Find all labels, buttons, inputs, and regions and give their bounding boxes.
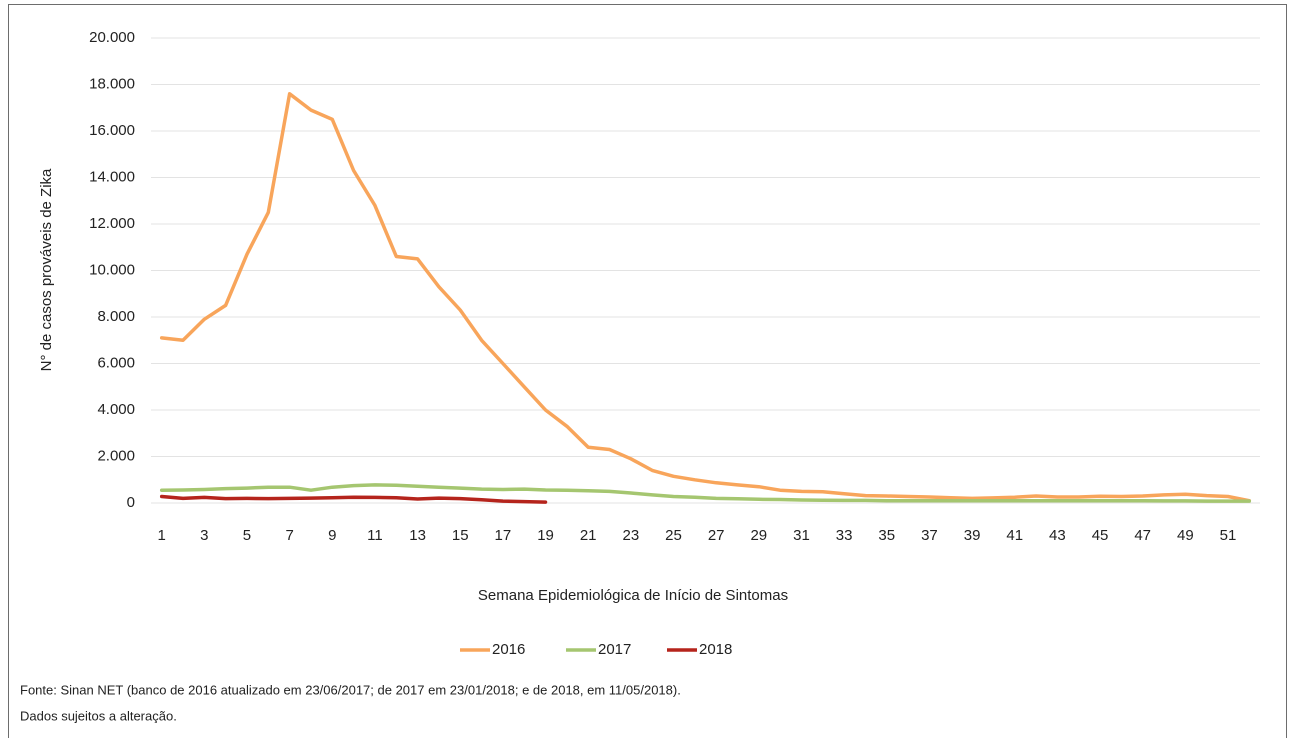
x-tick-label: 35 <box>878 527 895 544</box>
x-tick-label: 17 <box>495 527 512 544</box>
x-tick-label: 37 <box>921 527 938 544</box>
y-tick-label: 6.000 <box>97 354 135 371</box>
x-tick-label: 5 <box>243 527 251 544</box>
y-tick-label: 18.000 <box>89 75 135 92</box>
series-line <box>159 494 548 504</box>
x-tick-label: 1 <box>157 527 165 544</box>
y-tick-label: 10.000 <box>89 261 135 278</box>
y-axis-label: N° de casos prováveis de Zika <box>38 168 55 371</box>
y-tick-label: 8.000 <box>97 308 135 325</box>
y-tick-label: 16.000 <box>89 122 135 139</box>
chart-frame <box>8 4 1287 738</box>
y-tick-label: 14.000 <box>89 168 135 185</box>
series-line <box>159 92 1252 503</box>
x-tick-label: 27 <box>708 527 725 544</box>
legend-label: 2018 <box>699 641 732 658</box>
x-tick-label: 47 <box>1134 527 1151 544</box>
x-tick-label: 13 <box>409 527 426 544</box>
x-tick-label: 21 <box>580 527 597 544</box>
y-tick-label: 4.000 <box>97 401 135 418</box>
legend-label: 2017 <box>598 641 631 658</box>
x-tick-label: 25 <box>665 527 682 544</box>
y-tick-label: 20.000 <box>89 29 135 46</box>
x-axis-label: Semana Epidemiológica de Início de Sinto… <box>478 587 788 604</box>
x-tick-label: 9 <box>328 527 336 544</box>
x-tick-label: 31 <box>793 527 810 544</box>
x-tick-label: 43 <box>1049 527 1066 544</box>
x-tick-label: 15 <box>452 527 469 544</box>
y-tick-label: 12.000 <box>89 215 135 232</box>
y-tick-label: 2.000 <box>97 447 135 464</box>
x-tick-label: 19 <box>537 527 554 544</box>
x-tick-label: 33 <box>836 527 853 544</box>
x-tick-label: 7 <box>285 527 293 544</box>
x-tick-label: 29 <box>750 527 767 544</box>
y-tick-label: 0 <box>127 494 135 511</box>
source-note: Fonte: Sinan NET (banco de 2016 atualiza… <box>20 682 681 697</box>
x-tick-label: 45 <box>1092 527 1109 544</box>
x-tick-label: 49 <box>1177 527 1194 544</box>
legend-label: 2016 <box>492 641 525 658</box>
x-tick-label: 41 <box>1006 527 1023 544</box>
source-note: Dados sujeitos a alteração. <box>20 708 177 723</box>
x-tick-label: 3 <box>200 527 208 544</box>
x-tick-label: 51 <box>1220 527 1237 544</box>
x-tick-label: 39 <box>964 527 981 544</box>
x-tick-label: 11 <box>367 527 383 544</box>
series-line <box>159 483 1252 503</box>
x-tick-label: 23 <box>623 527 640 544</box>
